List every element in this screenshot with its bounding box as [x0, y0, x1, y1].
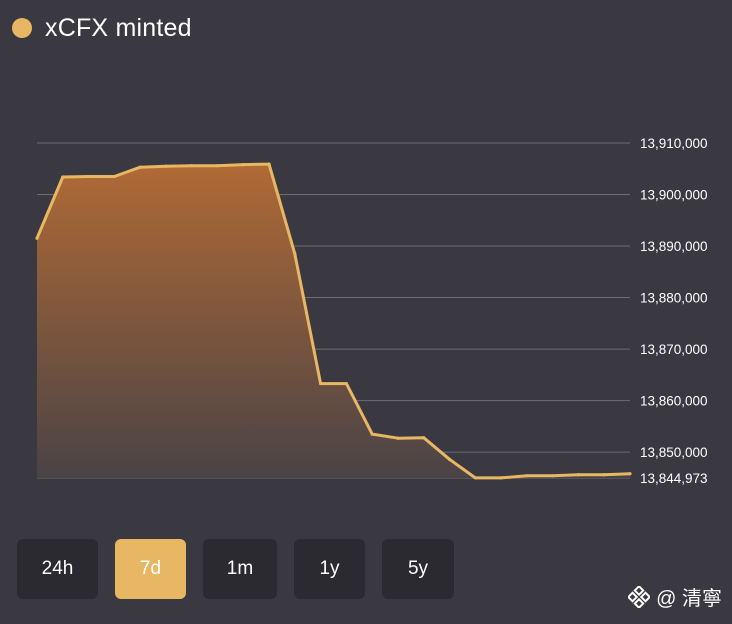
y-tick-label: 13,890,000 [640, 239, 708, 254]
y-tick-label: 13,850,000 [640, 445, 708, 460]
data-point[interactable] [319, 381, 323, 386]
data-point[interactable] [344, 381, 348, 386]
timeframe-5y-button[interactable]: 5y [382, 539, 454, 599]
data-point[interactable] [138, 165, 142, 169]
data-point[interactable] [370, 432, 374, 436]
data-point[interactable] [190, 164, 194, 168]
timeframe-7d-button[interactable]: 7d [115, 539, 186, 599]
data-point[interactable] [293, 252, 297, 256]
data-point[interactable] [396, 436, 400, 440]
y-tick-label: 13,910,000 [640, 136, 708, 151]
data-point[interactable] [61, 175, 65, 179]
timeframe-24h-button[interactable]: 24h [17, 539, 98, 599]
data-point[interactable] [447, 457, 452, 461]
timeframe-1m-button[interactable]: 1m [203, 539, 277, 599]
chart-header: xCFX minted [12, 10, 192, 46]
chart-title: xCFX minted [45, 13, 192, 42]
diamond-logo-icon [628, 585, 651, 608]
data-point[interactable] [422, 436, 426, 440]
y-tick-label: 13,844,973 [640, 471, 708, 486]
data-point[interactable] [267, 162, 271, 166]
timeframe-1y-button[interactable]: 1y [294, 539, 365, 599]
y-tick-label: 13,900,000 [640, 188, 708, 203]
data-point[interactable] [112, 174, 116, 179]
watermark: @ 清寧 [628, 582, 722, 611]
data-point[interactable] [499, 476, 503, 480]
data-point[interactable] [602, 473, 606, 477]
data-point[interactable] [551, 474, 555, 478]
series-area-fill [37, 164, 630, 478]
y-tick-label: 13,870,000 [640, 342, 708, 357]
timeframe-selector: 24h 7d 1m 1y 5y [17, 539, 471, 599]
y-tick-label: 13,880,000 [640, 291, 708, 306]
data-point[interactable] [241, 163, 245, 167]
data-point[interactable] [164, 164, 168, 168]
watermark-text: @ 清寧 [656, 588, 722, 610]
data-point[interactable] [525, 474, 529, 478]
data-point[interactable] [628, 472, 632, 476]
data-point[interactable] [215, 164, 220, 168]
data-point[interactable] [576, 473, 581, 477]
data-point[interactable] [35, 236, 39, 240]
y-tick-label: 13,860,000 [640, 394, 708, 409]
data-point[interactable] [473, 476, 477, 480]
data-point[interactable] [86, 174, 91, 179]
series-legend-dot [12, 18, 32, 38]
series-line [35, 162, 631, 480]
